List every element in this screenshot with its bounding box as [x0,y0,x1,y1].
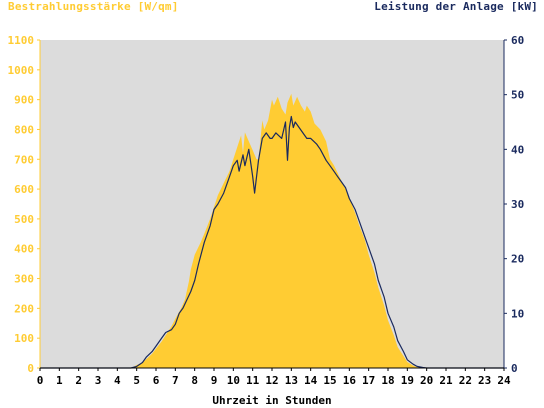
left-tick-label: 1100 [8,34,35,47]
x-tick-label: 22 [459,374,472,387]
x-tick-label: 14 [304,374,318,387]
x-tick-label: 16 [343,374,357,387]
x-tick-label: 13 [285,374,298,387]
x-tick-label: 4 [114,374,121,387]
right-tick-label: 20 [511,253,524,266]
x-tick-label: 9 [211,374,218,387]
left-tick-label: 0 [27,362,34,375]
x-tick-label: 17 [362,374,375,387]
left-tick-label: 400 [14,243,34,256]
right-tick-label: 30 [511,198,524,211]
x-tick-label: 18 [381,374,394,387]
left-axis-title: Bestrahlungsstärke [W/qm] [8,0,179,13]
x-tick-label: 1 [56,374,63,387]
right-axis-title: Leistung der Anlage [kW] [374,0,538,13]
x-tick-label: 3 [95,374,102,387]
x-tick-label: 10 [227,374,240,387]
power-line [40,115,504,369]
x-tick-label: 20 [420,374,433,387]
x-tick-label: 8 [191,374,198,387]
right-tick-label: 0 [511,362,518,375]
x-tick-label: 23 [478,374,491,387]
x-tick-label: 7 [172,374,179,387]
x-tick-label: 12 [265,374,278,387]
x-tick-label: 5 [133,374,140,387]
left-tick-label: 1000 [8,64,35,77]
irradiance-area-layer [40,93,504,368]
x-axis-label: Uhrzeit in Stunden [212,394,332,407]
x-tick-label: 11 [246,374,260,387]
tick-labels: 0100200300400500600700800900100011000102… [8,34,525,387]
left-tick-label: 300 [14,273,34,286]
x-tick-label: 2 [75,374,82,387]
x-tick-label: 6 [153,374,160,387]
right-tick-label: 10 [511,307,524,320]
left-tick-label: 700 [14,153,34,166]
x-tick-label: 19 [401,374,414,387]
x-tick-label: 21 [439,374,453,387]
x-tick-label: 24 [497,374,511,387]
left-tick-label: 500 [14,213,34,226]
right-tick-label: 60 [511,34,524,47]
left-tick-label: 200 [14,302,34,315]
left-tick-label: 100 [14,332,34,345]
left-tick-label: 800 [14,123,34,136]
right-tick-label: 50 [511,89,524,102]
x-tick-label: 15 [323,374,336,387]
left-tick-label: 600 [14,183,34,196]
power-line-layer [40,115,504,369]
left-tick-label: 900 [14,94,34,107]
x-tick-label: 0 [37,374,44,387]
right-tick-label: 40 [511,143,524,156]
irradiance-area [40,93,504,368]
